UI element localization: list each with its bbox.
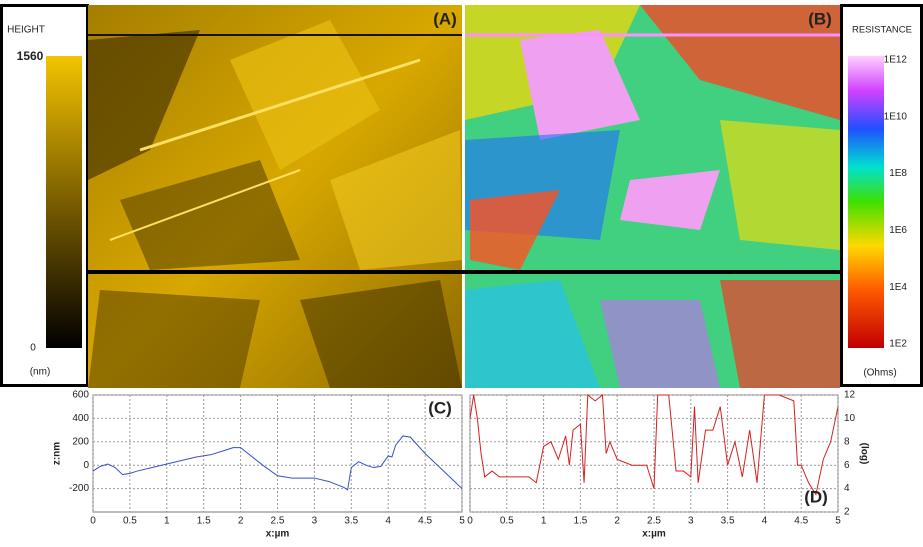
resistance-label: 1E12 <box>884 55 908 66</box>
x-tick-label: 1.5 <box>573 516 587 527</box>
x-tick-label: 4 <box>762 516 768 527</box>
x-axis-label: x:µm <box>642 529 666 540</box>
data-line <box>469 393 839 496</box>
x-tick-label: 3.5 <box>344 516 358 527</box>
height-max: 1560 <box>17 49 44 63</box>
x-tick-label: 3 <box>312 516 318 527</box>
x-tick-label: 3 <box>688 516 694 527</box>
y-tick-label: 0 <box>83 460 89 471</box>
height-image <box>88 5 462 388</box>
resistance-image <box>465 5 840 388</box>
panel-label: (C) <box>428 398 452 417</box>
x-tick-label: 4.5 <box>794 516 808 527</box>
height-colorbar <box>46 56 82 348</box>
resistance-label: 1E10 <box>884 111 908 122</box>
x-tick-label: 1.5 <box>197 516 211 527</box>
height-min: 0 <box>30 343 36 354</box>
x-tick-label: 2 <box>614 516 620 527</box>
x-axis-label: x:µm <box>266 529 290 540</box>
y2-tick-label: 12 <box>844 390 856 401</box>
data-line <box>92 435 463 491</box>
x-tick-label: 2.5 <box>647 516 661 527</box>
height-title: HEIGHT <box>7 25 45 36</box>
y-tick-label: 400 <box>72 413 89 424</box>
x-tick-label: 1 <box>541 516 547 527</box>
y2-axis-label: (log) <box>858 443 869 465</box>
y2-tick-label: 8 <box>844 436 850 447</box>
resistance-label: 1E8 <box>889 168 907 179</box>
x-tick-label: 0 <box>467 516 473 527</box>
y2-tick-label: 10 <box>844 413 856 424</box>
x-tick-label: 5 <box>459 516 465 527</box>
x-tick-label: 1 <box>164 516 170 527</box>
resistance-unit: (Ohms) <box>863 368 896 379</box>
resistance-label: 1E2 <box>889 339 907 350</box>
panel-label: (D) <box>804 487 828 506</box>
image-label: (B) <box>808 9 832 28</box>
resistance-title: RESISTANCE <box>852 25 912 36</box>
x-tick-label: 5 <box>835 516 841 527</box>
y2-tick-label: 6 <box>844 460 850 471</box>
x-tick-label: 3.5 <box>721 516 735 527</box>
height-unit: (nm) <box>30 367 51 378</box>
y-tick-label: 600 <box>72 390 89 401</box>
x-tick-label: 4 <box>385 516 391 527</box>
x-tick-label: 2 <box>238 516 244 527</box>
y2-tick-label: 2 <box>844 507 850 518</box>
y-tick-label: 200 <box>72 436 89 447</box>
x-tick-label: 0 <box>90 516 96 527</box>
x-tick-label: 2.5 <box>271 516 285 527</box>
y-axis-label: z:nm <box>52 442 63 465</box>
image-label: (A) <box>433 9 457 28</box>
resistance-label: 1E4 <box>889 282 907 293</box>
x-tick-label: 0.5 <box>123 516 137 527</box>
x-tick-label: 4.5 <box>418 516 432 527</box>
resistance-label: 1E6 <box>889 225 907 236</box>
x-tick-label: 0.5 <box>500 516 514 527</box>
y2-tick-label: 4 <box>844 483 850 494</box>
y-tick-label: -200 <box>69 483 89 494</box>
resistance-colorbar <box>848 56 884 348</box>
